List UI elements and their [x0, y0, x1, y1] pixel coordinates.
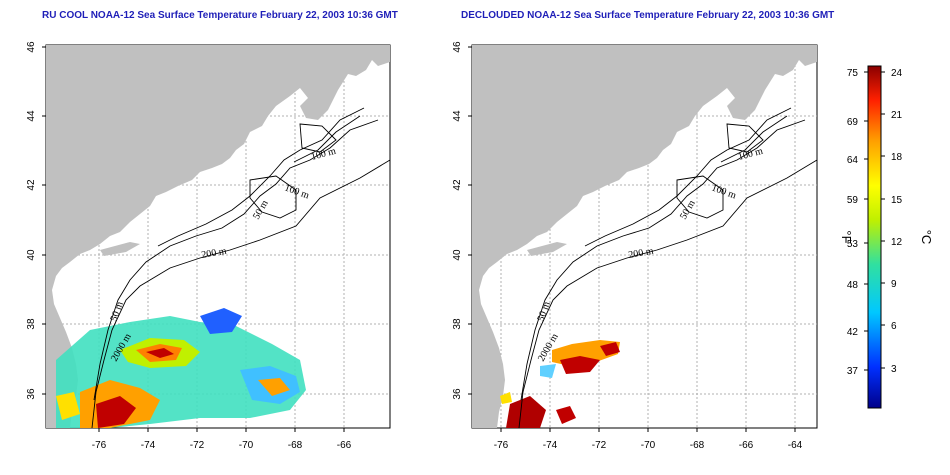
- right-sst-field: [500, 340, 620, 428]
- colorbar-gradient: [867, 65, 882, 409]
- right-lon-tick-label: -70: [641, 440, 656, 451]
- left-lon-tick-label: -76: [92, 440, 107, 451]
- fahrenheit-tick-label: 75: [847, 68, 859, 79]
- right-lon-tick-label: -74: [543, 440, 558, 451]
- fahrenheit-tick-label: 37: [847, 366, 859, 377]
- left-lat-tick-label: 44: [26, 110, 37, 122]
- celsius-tick-label: 15: [891, 195, 903, 206]
- right-map-panel: 100 m 100 m 50 m 200 m 50 m 2000 m -76 -…: [452, 41, 818, 451]
- left-long-island: [100, 242, 140, 256]
- left-lon-tick-label: -68: [288, 440, 303, 451]
- right-panel-title: DECLOUDED NOAA-12 Sea Surface Temperatur…: [461, 10, 835, 21]
- right-bathymetry-contours: [518, 107, 817, 428]
- left-lon-tick-label: -70: [239, 440, 254, 451]
- fahrenheit-tick-label: 53: [847, 239, 859, 250]
- fahrenheit-unit-label: °F: [839, 230, 854, 243]
- left-lat-tick-label: 46: [26, 41, 37, 53]
- colorbar-ticks: [864, 71, 885, 371]
- left-lat-tick-label: 38: [26, 318, 37, 330]
- fahrenheit-tick-label: 48: [847, 280, 859, 291]
- celsius-tick-label: 9: [891, 279, 897, 290]
- right-lat-tick-label: 38: [452, 318, 463, 330]
- right-lon-tick-label: -76: [494, 440, 509, 451]
- fahrenheit-tick-label: 69: [847, 117, 859, 128]
- left-axis-ticks: [42, 46, 345, 432]
- fahrenheit-tick-label: 64: [847, 155, 859, 166]
- right-contour-label-200m: 200 m: [628, 246, 655, 261]
- celsius-tick-label: 6: [891, 321, 897, 332]
- right-lon-tick-label: -66: [739, 440, 754, 451]
- left-map-panel: 100 m 100 m 50 m 200 m 50 m 2000 m -76 -…: [26, 41, 391, 451]
- fahrenheit-tick-label: 42: [847, 327, 859, 338]
- celsius-tick-label: 21: [891, 110, 903, 121]
- celsius-tick-label: 12: [891, 237, 903, 248]
- left-lat-tick-label: 40: [26, 249, 37, 261]
- right-lat-tick-label: 46: [452, 41, 463, 53]
- right-axis-ticks: [468, 46, 796, 432]
- fahrenheit-tick-label: 59: [847, 195, 859, 206]
- celsius-tick-label: 18: [891, 152, 903, 163]
- right-lat-tick-label: 40: [452, 249, 463, 261]
- left-land-mass: [46, 45, 390, 428]
- right-lon-tick-label: -72: [592, 440, 607, 451]
- left-bathymetry-contours: [91, 107, 390, 428]
- celsius-tick-label: 3: [891, 364, 897, 375]
- left-sst-field: [56, 308, 306, 428]
- right-lat-tick-label: 36: [452, 388, 463, 400]
- left-lat-tick-label: 36: [26, 388, 37, 400]
- left-lat-tick-label: 42: [26, 179, 37, 191]
- left-lon-tick-label: -72: [190, 440, 205, 451]
- right-lat-tick-label: 44: [452, 110, 463, 122]
- right-lat-tick-label: 42: [452, 179, 463, 191]
- left-lon-tick-label: -74: [141, 440, 156, 451]
- celsius-tick-label: 24: [891, 68, 903, 79]
- right-lon-tick-label: -68: [690, 440, 705, 451]
- right-lon-tick-label: -64: [788, 440, 803, 451]
- right-land-mass: [472, 45, 817, 428]
- left-lon-tick-label: -66: [337, 440, 352, 451]
- right-long-island: [527, 242, 567, 256]
- left-contour-label-200m: 200 m: [201, 246, 228, 261]
- left-panel-title: RU COOL NOAA-12 Sea Surface Temperature …: [42, 10, 398, 21]
- celsius-unit-label: °C: [919, 230, 934, 245]
- temperature-colorbar: 75 69 64 59 53 48 42 37 24 21 18 15 12 9…: [839, 65, 934, 409]
